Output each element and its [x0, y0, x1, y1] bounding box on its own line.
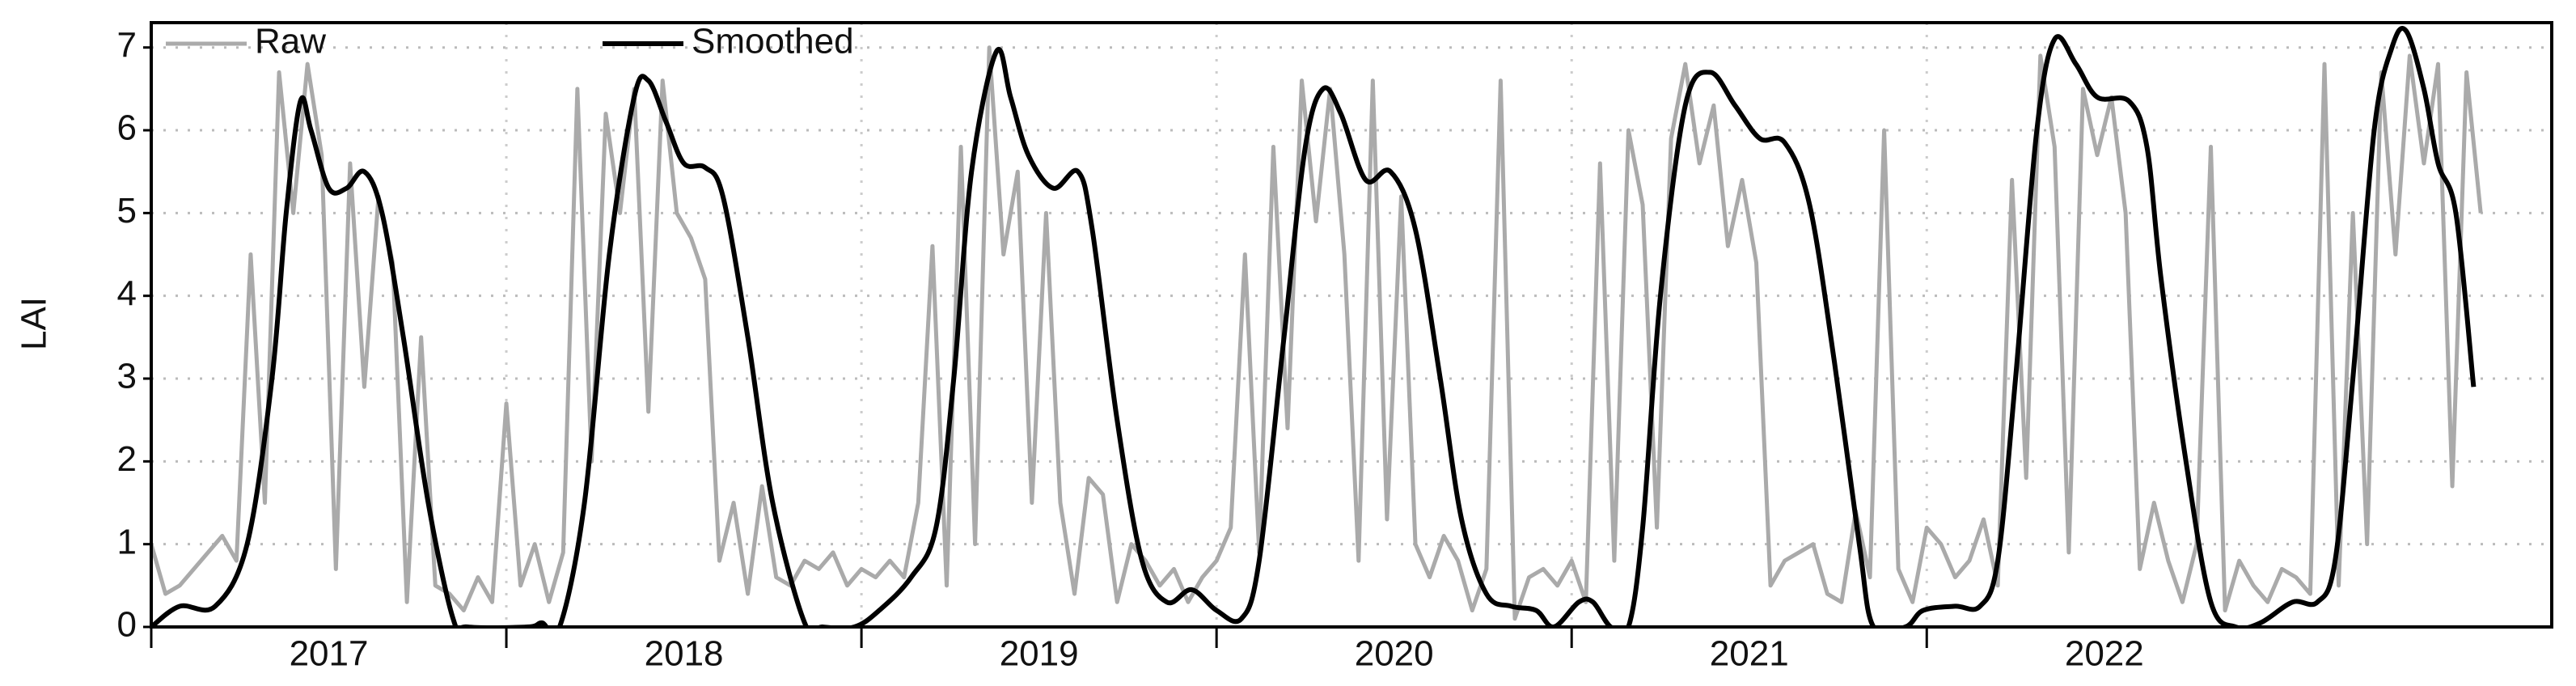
x-tick-label: 2017 — [290, 634, 369, 674]
y-tick-label: 1 — [117, 522, 137, 561]
smoothed-line — [151, 25, 2477, 627]
y-tick-label: 7 — [117, 25, 137, 65]
x-tick-label: 2021 — [1710, 634, 1789, 674]
legend-label: Smoothed — [692, 22, 854, 61]
legend-label: Raw — [255, 22, 326, 61]
y-axis-label: LAI — [15, 297, 54, 350]
y-tick-label: 6 — [117, 108, 137, 148]
plot-frame — [150, 21, 2553, 629]
x-tick-label: 2022 — [2065, 634, 2144, 674]
x-tick-label: 2020 — [1355, 634, 1434, 674]
y-tick-label: 3 — [117, 357, 137, 396]
y-tick-label: 4 — [117, 273, 137, 313]
raw-line — [151, 45, 2483, 621]
y-tick-label: 0 — [117, 605, 137, 645]
x-tick-label: 2019 — [1000, 634, 1079, 674]
y-tick-label: 5 — [117, 191, 137, 231]
y-tick-label: 2 — [117, 439, 137, 479]
x-tick-label: 2018 — [645, 634, 724, 674]
